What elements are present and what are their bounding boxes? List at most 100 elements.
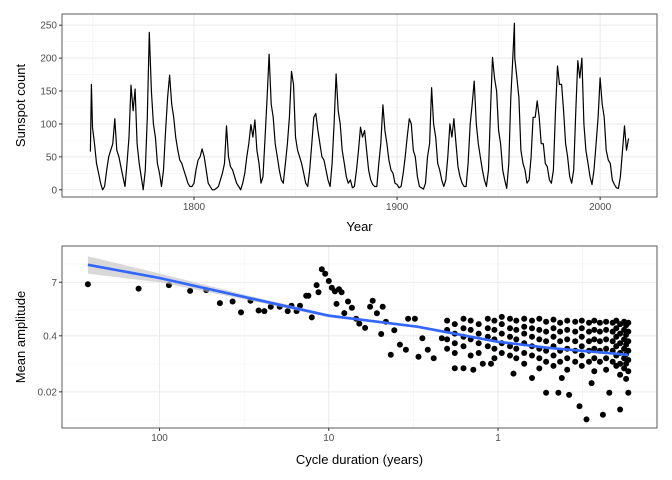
y-tick-label: 0.02 xyxy=(38,387,58,398)
data-point xyxy=(216,300,223,307)
data-point xyxy=(498,330,505,337)
smooth-trend-line xyxy=(87,263,629,357)
data-point xyxy=(460,325,467,332)
data-point xyxy=(625,357,632,363)
data-point xyxy=(536,326,543,333)
data-point xyxy=(419,335,426,342)
data-point xyxy=(613,325,620,332)
data-point xyxy=(451,365,458,372)
data-point xyxy=(521,315,528,322)
data-point xyxy=(578,343,585,350)
data-point xyxy=(451,340,458,347)
data-point xyxy=(557,338,564,345)
data-point xyxy=(484,315,491,322)
data-point xyxy=(362,324,369,331)
data-point xyxy=(617,371,624,378)
data-point xyxy=(369,297,376,304)
data-point xyxy=(444,317,451,324)
data-point xyxy=(564,336,571,343)
y-tick-label: 200 xyxy=(40,54,57,65)
data-point xyxy=(566,391,573,398)
data-point xyxy=(613,317,620,324)
data-point xyxy=(415,353,422,360)
data-point xyxy=(341,310,348,317)
data-point xyxy=(308,314,315,321)
y-tick-label: 50 xyxy=(46,152,58,163)
data-point xyxy=(603,318,610,325)
data-point xyxy=(467,352,474,359)
x-tick-label: 10 xyxy=(323,433,335,444)
data-point xyxy=(557,358,564,365)
panel-background xyxy=(62,14,657,197)
data-point xyxy=(507,352,513,359)
data-point xyxy=(475,350,482,356)
data-point xyxy=(460,315,467,322)
data-point xyxy=(451,350,458,356)
data-point xyxy=(625,328,632,335)
data-point xyxy=(578,325,585,332)
data-point xyxy=(467,326,474,333)
data-point xyxy=(543,328,550,335)
top-x-axis-title: Year xyxy=(346,219,373,234)
data-point xyxy=(513,317,520,324)
data-point xyxy=(333,300,340,307)
panel-border xyxy=(61,13,658,198)
data-point xyxy=(550,362,557,369)
data-point xyxy=(513,355,520,362)
data-point xyxy=(338,289,345,296)
data-point xyxy=(255,307,262,314)
data-point xyxy=(451,321,458,328)
x-tick-label: 1900 xyxy=(386,202,409,213)
data-point xyxy=(617,360,624,367)
data-point xyxy=(550,325,557,332)
data-point xyxy=(325,278,332,284)
data-point xyxy=(460,343,467,350)
data-point xyxy=(550,333,557,340)
data-point xyxy=(576,403,583,410)
data-point xyxy=(591,345,598,352)
data-point xyxy=(555,389,562,396)
data-point xyxy=(586,328,592,335)
data-point xyxy=(572,328,579,335)
data-point xyxy=(625,368,632,375)
data-point xyxy=(536,365,543,372)
data-point xyxy=(498,321,505,328)
y-tick-label: 100 xyxy=(40,119,57,130)
data-point xyxy=(578,317,585,324)
data-point xyxy=(596,358,603,365)
data-point xyxy=(424,346,431,353)
y-tick-label: 0 xyxy=(51,185,57,196)
y-tick-label: 7 xyxy=(51,278,57,289)
data-point xyxy=(373,310,380,317)
data-point xyxy=(356,320,363,327)
data-point xyxy=(484,343,491,350)
data-point xyxy=(521,330,528,337)
y-tick-label: 250 xyxy=(40,21,57,32)
data-point xyxy=(564,355,571,362)
data-point xyxy=(135,285,142,292)
data-point xyxy=(609,338,616,345)
data-point xyxy=(378,331,385,337)
data-point xyxy=(467,317,474,324)
data-point xyxy=(348,304,355,311)
data-point xyxy=(305,292,312,299)
data-point xyxy=(475,321,482,328)
data-point xyxy=(536,315,543,322)
data-point xyxy=(558,375,565,381)
data-point xyxy=(564,366,571,373)
data-point xyxy=(586,319,592,326)
data-point xyxy=(529,375,535,381)
data-point xyxy=(318,266,325,273)
data-point xyxy=(529,333,535,340)
data-point xyxy=(315,289,322,296)
data-point xyxy=(625,319,632,326)
data-point xyxy=(460,365,467,372)
data-point xyxy=(444,336,451,343)
data-point xyxy=(591,368,598,375)
data-point xyxy=(507,315,513,322)
data-point xyxy=(513,336,520,343)
data-point xyxy=(521,350,528,356)
data-point xyxy=(521,360,528,367)
data-point xyxy=(529,325,535,332)
data-point xyxy=(411,315,418,322)
